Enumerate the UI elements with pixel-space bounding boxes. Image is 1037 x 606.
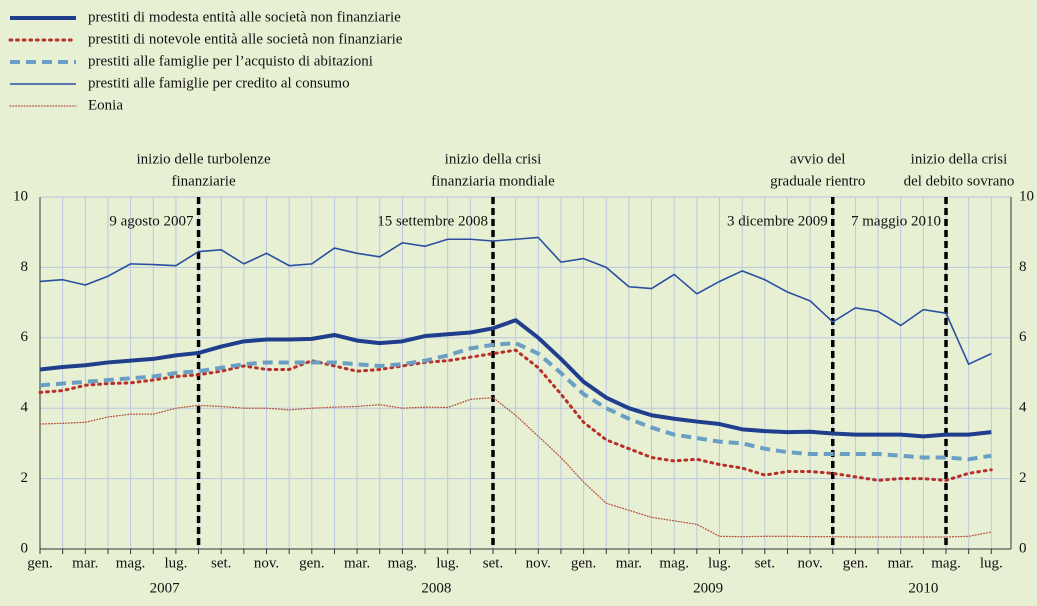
y2-tick-label: 10 <box>1019 188 1034 204</box>
x-tick-label: set. <box>755 555 775 571</box>
y2-tick-label: 6 <box>1019 329 1027 345</box>
series-line <box>39 396 992 538</box>
legend-label: prestiti di notevole entità alle società… <box>88 31 403 47</box>
x-tick-label: gen. <box>571 555 596 571</box>
x-tick-label: mar. <box>344 555 370 571</box>
event-date: 7 maggio 2010 <box>851 213 941 229</box>
x-tick-label: set. <box>211 555 231 571</box>
x-tick-label: gen. <box>843 555 868 571</box>
event-label: inizio della crisi <box>911 151 1008 167</box>
y2-tick-label: 4 <box>1019 400 1027 416</box>
year-label: 2010 <box>908 580 938 596</box>
x-tick-label: lug. <box>436 555 459 571</box>
x-tick-label: mag. <box>388 555 418 571</box>
x-tick-label: gen. <box>299 555 324 571</box>
event-label: del debito sovrano <box>904 173 1015 189</box>
event-date: 15 settembre 2008 <box>377 213 488 229</box>
x-tick-label: mag. <box>659 555 689 571</box>
year-label: 2008 <box>421 580 451 596</box>
x-tick-label: lug. <box>980 555 1003 571</box>
y2-tick-label: 8 <box>1019 259 1027 275</box>
series-line <box>39 341 992 462</box>
x-tick-label: gen. <box>27 555 52 571</box>
x-tick-label: mar. <box>72 555 98 571</box>
series-line <box>39 236 992 365</box>
legend-label: prestiti alle famiglie per l’acquisto di… <box>88 53 373 69</box>
x-tick-label: nov. <box>797 555 822 571</box>
event-label: finanziaria mondiale <box>431 173 555 189</box>
event-date: 9 agosto 2007 <box>109 213 194 229</box>
event-label: graduale rientro <box>770 173 865 189</box>
y-tick-label: 2 <box>21 470 29 486</box>
event-date: 3 dicembre 2009 <box>727 213 828 229</box>
y-tick-label: 6 <box>21 329 29 345</box>
x-tick-label: lug. <box>708 555 731 571</box>
y2-tick-label: 0 <box>1019 540 1027 556</box>
series-line <box>38 348 993 482</box>
year-label: 2009 <box>693 580 723 596</box>
x-tick-label: mag. <box>931 555 961 571</box>
x-tick-label: nov. <box>254 555 279 571</box>
y-tick-label: 0 <box>21 540 29 556</box>
x-tick-label: mag. <box>116 555 146 571</box>
y-tick-label: 8 <box>21 259 29 275</box>
event-label: finanziarie <box>171 173 235 189</box>
x-tick-label: nov. <box>526 555 551 571</box>
x-tick-label: mar. <box>888 555 914 571</box>
event-label: inizio della crisi <box>445 151 542 167</box>
legend-label: prestiti di modesta entità alle società … <box>88 9 401 25</box>
x-tick-label: lug. <box>164 555 187 571</box>
x-tick-label: set. <box>483 555 503 571</box>
y-tick-label: 10 <box>13 188 28 204</box>
legend-label: prestiti alle famiglie per credito al co… <box>88 75 350 91</box>
x-tick-label: mar. <box>616 555 642 571</box>
y-tick-label: 4 <box>21 400 29 416</box>
event-label: avvio del <box>790 151 845 167</box>
series-line <box>39 318 992 439</box>
year-label: 2007 <box>150 580 181 596</box>
event-label: inizio delle turbolenze <box>136 151 270 167</box>
y2-tick-label: 2 <box>1019 470 1027 486</box>
legend-label: Eonia <box>88 97 123 113</box>
